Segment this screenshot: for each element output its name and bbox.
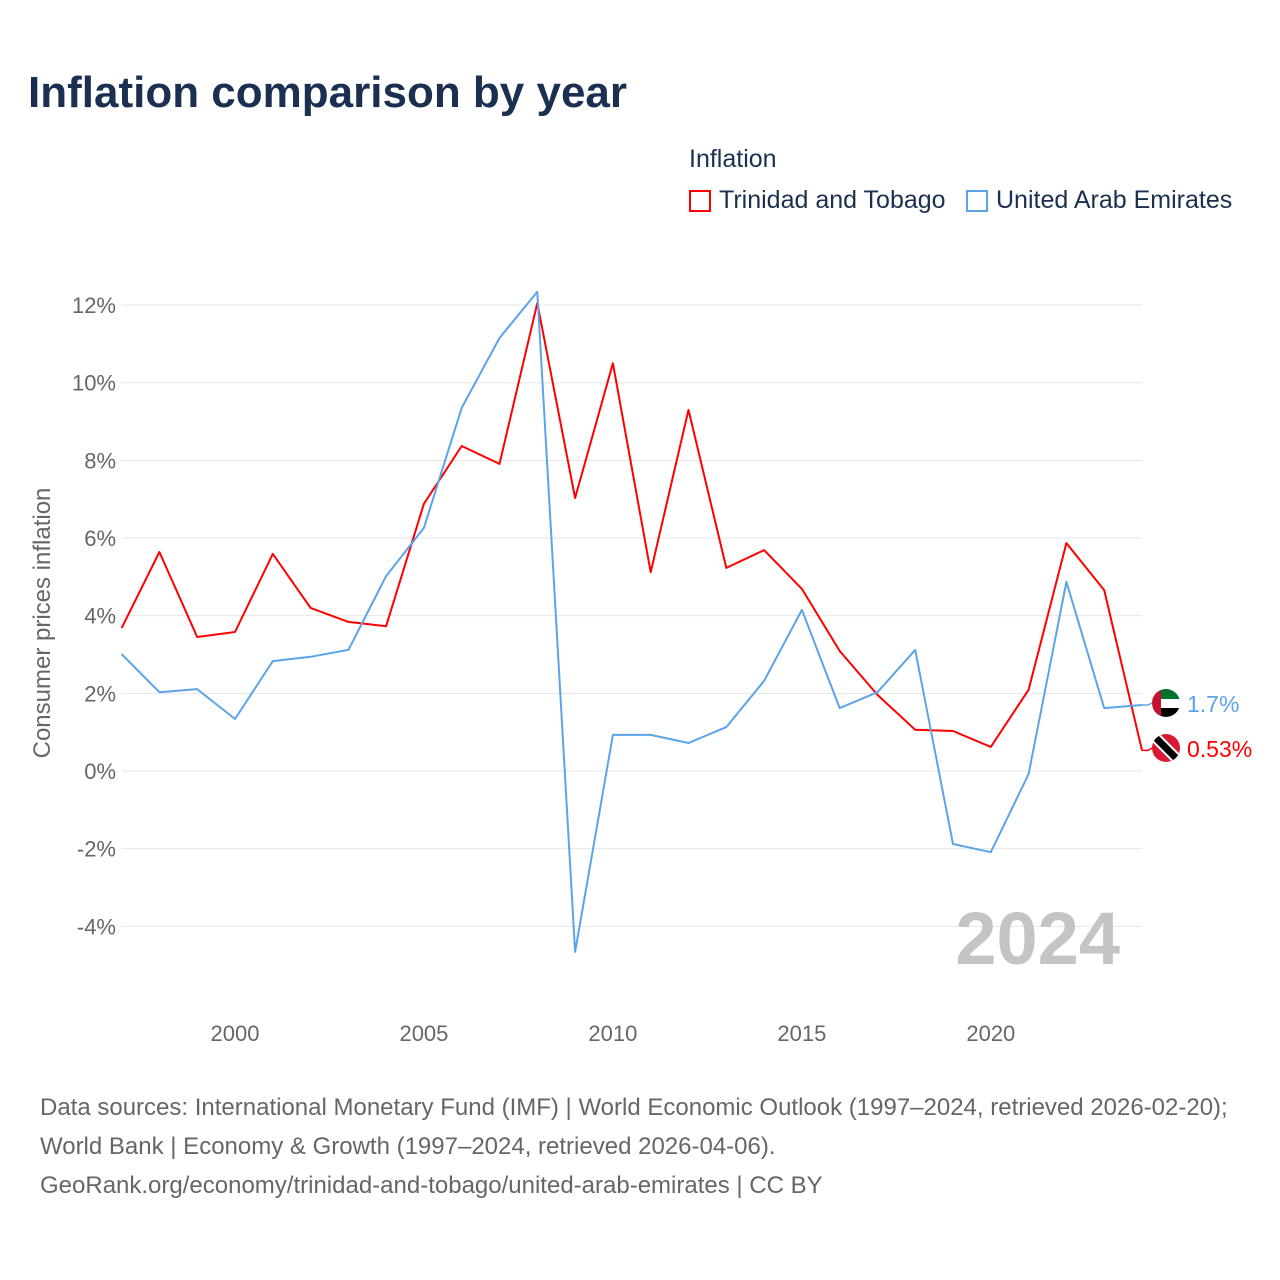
y-tick-label: -2%: [77, 837, 116, 862]
y-tick-label: 12%: [72, 293, 116, 318]
footer: Data sources: International Monetary Fun…: [40, 1088, 1250, 1205]
legend-label-uae: United Arab Emirates: [996, 186, 1233, 214]
legend-title: Inflation: [689, 145, 777, 173]
legend-label-trinidad: Trinidad and Tobago: [719, 186, 946, 214]
year-watermark: 2024: [955, 897, 1120, 980]
flag-stripe: [1152, 699, 1180, 708]
end-value-label: 1.7%: [1187, 691, 1239, 717]
flag-stripe: [1152, 708, 1180, 717]
flag: [1152, 734, 1180, 762]
y-tick-label: 8%: [84, 448, 116, 473]
uae-flag-icon: [1152, 689, 1180, 717]
trinidad-flag-icon: [1152, 734, 1180, 762]
end-value-label: 0.53%: [1187, 736, 1252, 762]
end-connector: [1142, 747, 1153, 752]
series-line-trinidad: [120, 302, 1143, 751]
flag-stripe: [1152, 689, 1180, 699]
y-tick-label: -4%: [77, 914, 116, 939]
flag-stripe: [1152, 689, 1161, 717]
x-tick-label: 2015: [777, 1021, 826, 1046]
x-tick-label: 2020: [966, 1021, 1015, 1046]
x-tick-label: 2005: [399, 1021, 448, 1046]
legend-swatch-uae: [966, 189, 988, 212]
data-sources: Data sources: International Monetary Fun…: [40, 1094, 1228, 1160]
flag: [1152, 689, 1180, 717]
legend-swatch-trinidad: [689, 189, 711, 212]
y-tick-label: 4%: [84, 604, 116, 629]
y-axis-label: Consumer prices inflation: [29, 488, 56, 759]
x-tick-label: 2000: [211, 1021, 260, 1046]
chart-title: Inflation comparison by year: [28, 68, 628, 117]
y-tick-label: 6%: [84, 526, 116, 551]
legend-item-trinidad[interactable]: Trinidad and Tobago: [689, 186, 946, 215]
flag-stripe: [1152, 734, 1180, 762]
end-connector: [1142, 702, 1153, 706]
series-line-uae: [120, 290, 1143, 953]
y-tick-label: 2%: [84, 681, 116, 706]
y-tick-label: 10%: [72, 371, 116, 396]
y-tick-label: 0%: [84, 759, 116, 784]
x-tick-label: 2010: [588, 1021, 637, 1046]
attribution-link[interactable]: GeoRank.org/economy/trinidad-and-tobago/…: [40, 1172, 823, 1199]
legend-item-uae[interactable]: United Arab Emirates: [966, 186, 1232, 215]
